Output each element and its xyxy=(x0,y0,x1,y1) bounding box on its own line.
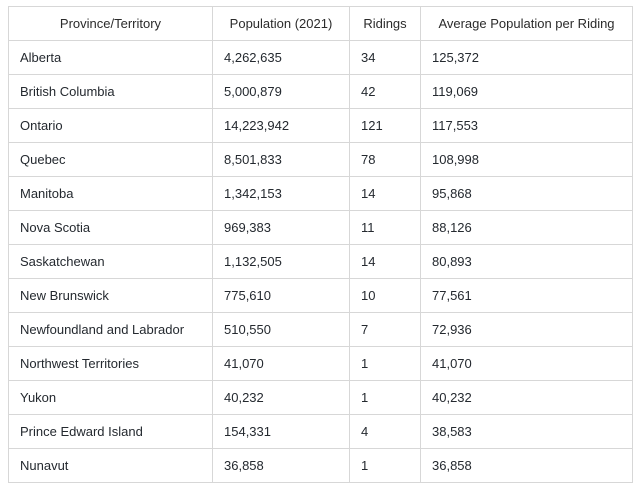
cell-population: 1,342,153 xyxy=(212,176,350,211)
header-ridings: Ridings xyxy=(349,6,421,41)
cell-population: 4,262,635 xyxy=(212,40,350,75)
cell-province: Newfoundland and Labrador xyxy=(8,312,213,347)
cell-ridings: 42 xyxy=(349,74,421,109)
table-row: Nova Scotia 969,383 11 88,126 xyxy=(8,210,633,245)
header-population: Population (2021) xyxy=(212,6,350,41)
cell-population: 14,223,942 xyxy=(212,108,350,143)
population-table: Province/Territory Population (2021) Rid… xyxy=(8,6,633,483)
cell-province: Northwest Territories xyxy=(8,346,213,381)
cell-ridings: 11 xyxy=(349,210,421,245)
cell-population: 36,858 xyxy=(212,448,350,483)
table-row: Northwest Territories 41,070 1 41,070 xyxy=(8,346,633,381)
cell-province: Saskatchewan xyxy=(8,244,213,279)
cell-population: 1,132,505 xyxy=(212,244,350,279)
table-row: Manitoba 1,342,153 14 95,868 xyxy=(8,176,633,211)
cell-average: 95,868 xyxy=(420,176,633,211)
table-row: Newfoundland and Labrador 510,550 7 72,9… xyxy=(8,312,633,347)
cell-average: 41,070 xyxy=(420,346,633,381)
cell-population: 775,610 xyxy=(212,278,350,313)
cell-province: Prince Edward Island xyxy=(8,414,213,449)
cell-province: British Columbia xyxy=(8,74,213,109)
table-row: Yukon 40,232 1 40,232 xyxy=(8,380,633,415)
cell-average: 117,553 xyxy=(420,108,633,143)
cell-ridings: 14 xyxy=(349,176,421,211)
cell-average: 40,232 xyxy=(420,380,633,415)
cell-ridings: 14 xyxy=(349,244,421,279)
cell-ridings: 10 xyxy=(349,278,421,313)
cell-average: 125,372 xyxy=(420,40,633,75)
cell-ridings: 78 xyxy=(349,142,421,177)
table-row: British Columbia 5,000,879 42 119,069 xyxy=(8,74,633,109)
table-row: Ontario 14,223,942 121 117,553 xyxy=(8,108,633,143)
table-row: Nunavut 36,858 1 36,858 xyxy=(8,448,633,483)
table-row: New Brunswick 775,610 10 77,561 xyxy=(8,278,633,313)
cell-average: 80,893 xyxy=(420,244,633,279)
cell-average: 119,069 xyxy=(420,74,633,109)
cell-ridings: 4 xyxy=(349,414,421,449)
cell-average: 72,936 xyxy=(420,312,633,347)
cell-population: 154,331 xyxy=(212,414,350,449)
table-row: Quebec 8,501,833 78 108,998 xyxy=(8,142,633,177)
cell-average: 77,561 xyxy=(420,278,633,313)
cell-population: 41,070 xyxy=(212,346,350,381)
table-body: Alberta 4,262,635 34 125,372 British Col… xyxy=(8,40,633,483)
header-row: Province/Territory Population (2021) Rid… xyxy=(8,6,633,41)
cell-province: Manitoba xyxy=(8,176,213,211)
cell-province: New Brunswick xyxy=(8,278,213,313)
cell-ridings: 7 xyxy=(349,312,421,347)
cell-ridings: 1 xyxy=(349,346,421,381)
cell-province: Nunavut xyxy=(8,448,213,483)
header-province-territory: Province/Territory xyxy=(8,6,213,41)
cell-average: 38,583 xyxy=(420,414,633,449)
cell-ridings: 34 xyxy=(349,40,421,75)
cell-ridings: 121 xyxy=(349,108,421,143)
cell-province: Alberta xyxy=(8,40,213,75)
cell-population: 8,501,833 xyxy=(212,142,350,177)
table-row: Alberta 4,262,635 34 125,372 xyxy=(8,40,633,75)
cell-average: 36,858 xyxy=(420,448,633,483)
cell-population: 40,232 xyxy=(212,380,350,415)
cell-population: 510,550 xyxy=(212,312,350,347)
table-container: Province/Territory Population (2021) Rid… xyxy=(8,6,633,483)
cell-province: Quebec xyxy=(8,142,213,177)
cell-province: Ontario xyxy=(8,108,213,143)
cell-population: 5,000,879 xyxy=(212,74,350,109)
table-header: Province/Territory Population (2021) Rid… xyxy=(8,6,633,41)
cell-ridings: 1 xyxy=(349,448,421,483)
cell-population: 969,383 xyxy=(212,210,350,245)
cell-average: 88,126 xyxy=(420,210,633,245)
cell-average: 108,998 xyxy=(420,142,633,177)
cell-province: Nova Scotia xyxy=(8,210,213,245)
header-average-population: Average Population per Riding xyxy=(420,6,633,41)
table-row: Prince Edward Island 154,331 4 38,583 xyxy=(8,414,633,449)
cell-province: Yukon xyxy=(8,380,213,415)
cell-ridings: 1 xyxy=(349,380,421,415)
table-row: Saskatchewan 1,132,505 14 80,893 xyxy=(8,244,633,279)
